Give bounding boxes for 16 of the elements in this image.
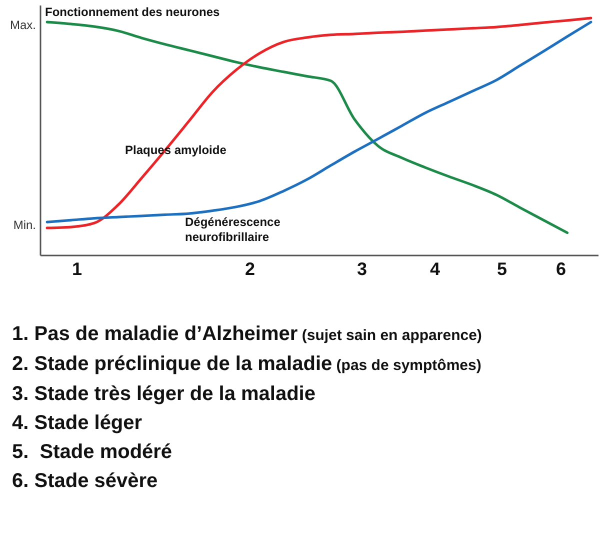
text: 3. Stade très léger de la maladie (12, 382, 316, 407)
text: 6. Stade sévère (12, 469, 159, 494)
text: 3 (356, 259, 368, 279)
text: 6 (556, 259, 566, 279)
series-label: Fonctionnement des neurones (45, 5, 220, 19)
text: 4 (430, 259, 440, 279)
text: Min. (12, 218, 36, 232)
text: Max. (8, 18, 36, 32)
text: 4. Stade léger (12, 411, 144, 436)
text: 5. Stade modéré (12, 440, 174, 465)
text: 1 (72, 259, 82, 279)
text: 2. Stade préclinique de la maladie (pas de symptômes) (12, 352, 482, 377)
text: 1. Pas de maladie d’Alzheimer (sujet sain en apparence) (12, 322, 483, 347)
text: 2 (244, 259, 256, 279)
series-label: Dégénérescence neurofibrillaire (185, 215, 281, 244)
text: 5 (496, 259, 508, 279)
